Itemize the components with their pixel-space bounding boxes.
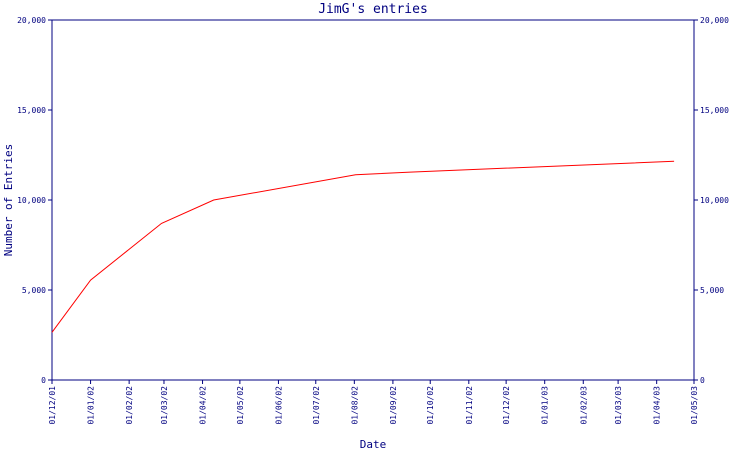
y-tick-label-left: 20,000 — [17, 16, 46, 25]
y-tick-label-left: 15,000 — [17, 106, 46, 115]
x-tick-label: 01/02/02 — [125, 386, 134, 425]
x-tick-label: 01/04/02 — [199, 386, 208, 425]
x-tick-label: 01/01/03 — [541, 386, 550, 425]
y-tick-label-right: 0 — [700, 376, 705, 385]
y-tick-label-right: 20,000 — [700, 16, 729, 25]
x-tick-label: 01/11/02 — [465, 386, 474, 425]
x-tick-label: 01/12/02 — [502, 386, 511, 425]
entries-series-line — [51, 160, 675, 333]
y-tick-label-right: 5,000 — [700, 286, 724, 295]
x-tick-label: 01/04/03 — [653, 386, 662, 425]
x-tick-label: 01/01/02 — [87, 386, 96, 425]
x-tick-label: 01/10/02 — [426, 386, 435, 425]
chart-title: JimG's entries — [318, 2, 428, 17]
x-tick-label: 01/12/01 — [48, 386, 57, 425]
x-tick-label: 01/03/02 — [160, 386, 169, 425]
x-tick-label: 01/06/02 — [274, 386, 283, 425]
right-y-axis: 0 5,000 10,000 15,000 20,000 — [694, 16, 729, 385]
y-tick-label-left: 5,000 — [22, 286, 46, 295]
x-tick-label: 01/05/02 — [236, 386, 245, 425]
x-tick-label: 01/03/03 — [614, 386, 623, 425]
x-axis-title: Date — [360, 438, 387, 450]
x-tick-label: 01/08/02 — [350, 386, 359, 425]
x-tick-label: 01/07/02 — [312, 386, 321, 425]
y-tick-label-right: 15,000 — [700, 106, 729, 115]
y-tick-label-left: 10,000 — [17, 196, 46, 205]
left-y-axis: 0 5,000 10,000 15,000 20,000 — [17, 16, 52, 385]
y-tick-label-right: 10,000 — [700, 196, 729, 205]
y-tick-label-left: 0 — [41, 376, 46, 385]
x-tick-label: 01/05/03 — [690, 386, 699, 425]
x-tick-label: 01/02/03 — [579, 386, 588, 425]
x-tick-label: 01/09/02 — [389, 386, 398, 425]
y-axis-title: Number of Entries — [2, 144, 15, 257]
x-axis: 01/12/01 01/01/02 01/02/02 01/03/02 01/04/02… — [48, 380, 699, 425]
plot-area-frame — [51, 19, 695, 381]
